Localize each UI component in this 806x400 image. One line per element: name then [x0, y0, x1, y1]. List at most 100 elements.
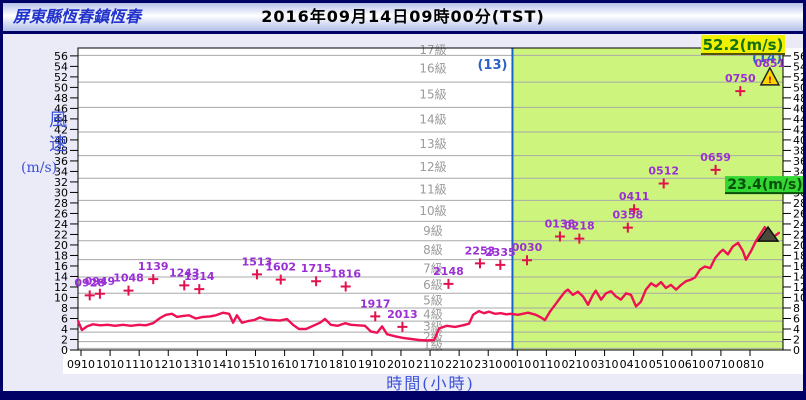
beaufort-label: 4級: [423, 308, 443, 322]
gust-marker: [554, 231, 565, 242]
y-tick-label-right: 54: [793, 60, 803, 73]
x-tick-label: 2310: [474, 358, 502, 371]
x-tick-label: 1910: [358, 358, 386, 371]
x-tick-label: 0110: [532, 358, 560, 371]
y-tick-label-left: 4: [61, 323, 68, 336]
observation-datetime: 2016年09月14日09時00分(TST): [261, 7, 545, 26]
y-tick-label-right: 26: [793, 207, 803, 220]
y-tick-label-left: 38: [54, 144, 68, 157]
gust-time-label: 0659: [700, 151, 731, 164]
gust-marker: [629, 204, 640, 215]
beaufort-label: 7級: [423, 261, 443, 275]
y-tick-label-right: 14: [793, 270, 803, 283]
gust-marker: [710, 164, 721, 175]
station-name: 屏東縣恆春鎮恆春: [13, 7, 142, 26]
y-tick-label-right: 46: [793, 102, 803, 115]
x-tick-label: 1410: [212, 358, 240, 371]
beaufort-label: 13級: [419, 137, 446, 151]
y-tick-label-right: 0: [793, 344, 800, 357]
y-axis-unit: (m/s): [21, 160, 58, 176]
y-tick-label-left: 10: [54, 291, 68, 304]
max-gust-value: 52.2(m/s): [703, 36, 784, 54]
max-mean-value: 23.4(m/s): [727, 177, 802, 193]
y-tick-label-left: 6: [61, 312, 68, 325]
y-tick-label-left: 14: [54, 270, 68, 283]
gust-marker: [251, 269, 262, 280]
x-tick-label: 0510: [649, 358, 677, 371]
y-tick-label-left: 52: [54, 71, 68, 84]
y-tick-label-left: 56: [54, 50, 68, 63]
gust-time-label: 0138: [545, 218, 576, 231]
x-tick-label: 0710: [707, 358, 735, 371]
y-tick-label-right: 2: [793, 333, 800, 346]
y-tick-label-left: 46: [54, 102, 68, 115]
y-tick-label-left: 42: [54, 123, 68, 136]
beaufort-label: 9級: [423, 224, 443, 238]
max-mean-peak-icon: [756, 225, 780, 242]
gust-marker: [148, 274, 159, 285]
y-tick-label-right: 34: [793, 165, 803, 178]
y-tick-label-left: 44: [54, 113, 68, 126]
y-tick-label-right: 40: [793, 134, 803, 147]
beaufort-label: 16級: [419, 62, 446, 76]
gust-marker: [275, 274, 286, 285]
y-tick-label-right: 6: [793, 312, 800, 325]
y-tick-label-left: 30: [54, 186, 68, 199]
x-tick-label: 0410: [620, 358, 648, 371]
gust-time-label: 2253: [465, 244, 496, 257]
gust-time-label: 0512: [648, 165, 679, 178]
y-tick-label-right: 18: [793, 249, 803, 262]
y-tick-label-left: 12: [54, 281, 68, 294]
gust-time-label: 1513: [242, 255, 273, 268]
x-tick-label: 1610: [271, 358, 299, 371]
x-tick-label: 1310: [183, 358, 211, 371]
gust-time-label: 0851: [755, 57, 786, 70]
gust-time-label: 0358: [613, 209, 644, 222]
x-tick-strip: [63, 350, 803, 374]
gust-time-label: 1139: [138, 260, 169, 273]
x-tick-label: 0910: [67, 358, 95, 371]
gust-time-label: 0030: [512, 241, 543, 254]
mean-wind-line: [76, 225, 780, 342]
x-tick-label: 1010: [96, 358, 124, 371]
y-tick-label-left: 32: [54, 176, 68, 189]
y-tick-label-right: 56: [793, 50, 803, 63]
gust-marker: [495, 259, 506, 270]
max-gust-warning-icon: [759, 66, 781, 86]
y-tick-label-right: 10: [793, 291, 803, 304]
gust-time-label: 2148: [433, 265, 464, 278]
x-tick-label: 0610: [678, 358, 706, 371]
x-tick-label: 0210: [561, 358, 589, 371]
max-mean-box: [725, 176, 803, 194]
warning-exclamation: !: [768, 76, 772, 86]
y-tick-label-left: 0: [61, 344, 68, 357]
y-tick-label-left: 40: [54, 134, 68, 147]
gust-time-label: 1816: [330, 267, 361, 280]
gust-marker: [179, 280, 190, 291]
gust-marker: [194, 284, 205, 295]
x-tick-label: 1710: [300, 358, 328, 371]
gust-time-label: 2335: [485, 246, 516, 259]
y-tick-label-left: 26: [54, 207, 68, 220]
beaufort-label: 10級: [419, 204, 446, 218]
day-label-13: (13): [477, 58, 507, 73]
y-tick-label-right: 12: [793, 281, 803, 294]
gust-marker: [658, 178, 669, 189]
beaufort-label: 17級: [419, 43, 446, 57]
gust-marker: [474, 258, 485, 269]
y-tick-label-left: 36: [54, 155, 68, 168]
gust-marker: [94, 288, 105, 299]
y-tick-label-right: 22: [793, 228, 803, 241]
y-tick-label-left: 28: [54, 197, 68, 210]
gust-marker: [84, 290, 95, 301]
beaufort-label: 11級: [419, 182, 446, 196]
gust-time-label: 0411: [619, 190, 650, 203]
x-tick-label: 0810: [736, 358, 764, 371]
x-tick-label: 2210: [445, 358, 473, 371]
beaufort-label: 5級: [423, 294, 443, 308]
y-tick-label-left: 22: [54, 228, 68, 241]
y-tick-label-right: 16: [793, 260, 803, 273]
gust-marker: [735, 86, 746, 97]
x-tick-label: 0010: [503, 358, 531, 371]
beaufort-label: 12級: [419, 160, 446, 174]
